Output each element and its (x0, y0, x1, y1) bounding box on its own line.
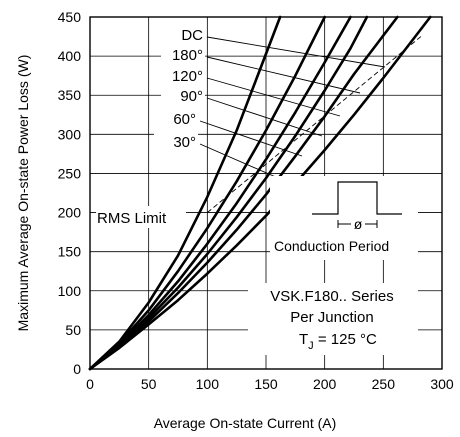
phi-symbol: ø (354, 216, 363, 232)
x-tick-label: 250 (372, 376, 396, 392)
x-axis-label: Average On-state Current (A) (154, 415, 337, 431)
phi-bg (351, 216, 365, 230)
y-tick-label: 200 (58, 205, 82, 221)
curve-label-DC: DC (181, 27, 203, 44)
curve-60-deg (88, 15, 327, 371)
curves-group (88, 15, 432, 371)
leader-30-deg (199, 143, 279, 179)
junction-temperature: TJ = 125 °C (299, 331, 377, 352)
curve-120-deg (88, 15, 369, 371)
x-tick-label: 200 (313, 376, 337, 392)
x-tick-label: 300 (430, 376, 454, 392)
curve-180-deg (88, 15, 399, 371)
curve-label-30-deg: 30° (173, 134, 196, 151)
y-axis-label: Maximum Average On-state Power Loss (W) (15, 55, 31, 332)
curve-labels: DC 180° 120° 90° 60° 30° (154, 24, 205, 151)
conduction-pulse (312, 181, 402, 215)
rms-limit-label: RMS Limit (97, 210, 167, 227)
curve-90-deg (88, 15, 352, 371)
conduction-period-label: Conduction Period (274, 238, 389, 254)
curve-DC (88, 15, 432, 371)
y-tick-label: 450 (58, 9, 82, 25)
x-tick-label: 150 (254, 376, 278, 392)
label-leader-lines (199, 36, 386, 179)
conduction-diagram-bg (270, 176, 418, 260)
y-tick-label: 150 (58, 244, 82, 260)
curve-label-bg (154, 131, 198, 149)
curve-label-120-deg: 120° (172, 68, 203, 85)
tj-value: = 125 °C (314, 331, 377, 348)
y-tick-label: 0 (73, 361, 81, 377)
rms-limit-dashed-line (207, 36, 422, 213)
y-tick-label: 350 (58, 87, 82, 103)
y-tick-label: 400 (58, 48, 82, 64)
curve-label-bg (161, 65, 205, 83)
curve-label-60-deg: 60° (173, 111, 196, 128)
curve-label-bg (161, 24, 205, 42)
curve-label-bg (161, 85, 205, 103)
tick-labels: 0 50 100 150 200 250 300 0 50 100 150 200 250 300 350 4… (58, 9, 454, 392)
per-junction-label: Per Junction (290, 309, 373, 326)
x-tick-label: 0 (86, 376, 94, 392)
tj-subscript: J (308, 340, 314, 352)
y-tick-label: 100 (58, 283, 82, 299)
leader-DC (206, 36, 386, 68)
series-info-bg (248, 283, 418, 355)
curve-label-bg (154, 108, 198, 126)
leader-120-deg (206, 77, 341, 117)
leader-90-deg (206, 97, 323, 137)
series-info-box: VSK.F180.. Series Per Junction TJ = 125 … (248, 283, 418, 355)
rms-limit-line (207, 36, 422, 213)
y-tick-label: 50 (65, 322, 81, 338)
y-tick-label: 250 (58, 165, 82, 181)
plot-frame (89, 16, 443, 370)
x-tick-label: 50 (141, 376, 157, 392)
y-tick-label: 300 (58, 126, 82, 142)
leader-180-deg (206, 56, 361, 94)
series-title: VSK.F180.. Series (270, 288, 393, 305)
curve-label-90-deg: 90° (180, 88, 203, 105)
curve-label-180-deg: 180° (172, 47, 203, 64)
tj-symbol: T (299, 331, 308, 348)
rms-limit-label-bg (96, 206, 186, 228)
conduction-period-diagram: ø Conduction Period (270, 176, 418, 260)
leader-60-deg (199, 120, 303, 157)
curve-label-bg (161, 44, 205, 62)
x-tick-label: 100 (196, 376, 220, 392)
